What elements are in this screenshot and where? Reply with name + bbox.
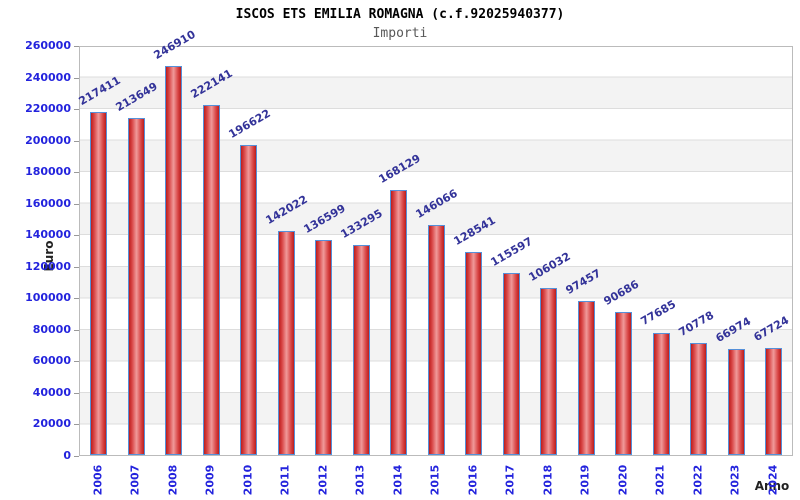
y-tick-label: 100000 [25,291,71,305]
bar [352,244,370,455]
y-tick-label: 240000 [25,70,71,84]
chart-subtitle: Importi [372,26,428,41]
y-tick-label: 180000 [25,165,71,179]
bar [127,118,145,455]
bar [727,349,745,455]
bar [390,189,407,455]
y-tick-label: 80000 [32,322,71,336]
plot-area [79,46,793,456]
x-tick-label: 2017 [503,464,517,496]
y-tick-mark [74,109,79,110]
y-tick-label: 220000 [25,102,71,116]
x-tick-label: 2008 [166,464,179,496]
x-tick-label: 2018 [541,464,554,496]
bar [277,231,295,455]
x-tick-label: 2016 [466,464,479,496]
bar [577,301,595,455]
y-tick-mark [74,172,79,173]
bar [202,104,220,455]
x-tick-label: 2020 [616,464,629,496]
x-tick-label: 2007 [128,464,142,496]
x-tick-label: 2012 [316,464,329,496]
bar [765,348,782,455]
y-tick-mark [74,424,79,425]
x-tick-label: 2022 [691,464,704,496]
y-tick-label: 160000 [25,196,71,210]
x-axis-title: Anno [754,479,790,493]
y-tick-mark [74,456,79,457]
y-tick-mark [74,78,79,79]
bar [90,112,107,455]
x-tick-label: 2010 [241,464,254,496]
y-tick-mark [74,393,79,394]
y-tick-mark [74,204,79,205]
bar [502,272,520,455]
bar [240,144,257,455]
y-tick-label: 40000 [32,385,71,399]
chart-title: ISCOS ETS EMILIA ROMAGNA (c.f.9202594037… [235,7,565,22]
bar [165,65,182,455]
bar [652,332,670,455]
y-tick-label: 60000 [32,354,71,368]
y-tick-mark [74,235,79,236]
x-tick-label: 2019 [578,464,592,496]
x-tick-label: 2006 [91,464,104,496]
y-tick-mark [74,46,79,47]
y-tick-mark [74,267,79,268]
bar [540,287,557,455]
x-tick-label: 2011 [278,464,292,496]
x-tick-label: 2021 [653,464,667,496]
y-tick-mark [74,361,79,362]
x-tick-label: 2023 [728,464,742,496]
y-tick-label: 140000 [25,228,71,242]
y-tick-label: 260000 [25,39,71,52]
bar [427,224,445,455]
bar [690,343,707,455]
x-tick-label: 2009 [203,464,217,496]
x-tick-label: 2014 [391,464,404,496]
y-tick-mark [74,330,79,331]
x-tick-label: 2015 [428,464,442,496]
y-tick-label: 20000 [32,417,71,431]
bar [615,312,632,455]
y-tick-mark [74,141,79,142]
y-tick-mark [74,298,79,299]
bar [465,252,482,455]
y-tick-label: 120000 [25,259,71,273]
bar [315,239,332,455]
y-tick-label: 200000 [25,133,71,147]
x-tick-label: 2013 [353,464,367,496]
x-tick-label: 2024 [766,464,779,496]
y-tick-label: 0 [63,449,71,462]
